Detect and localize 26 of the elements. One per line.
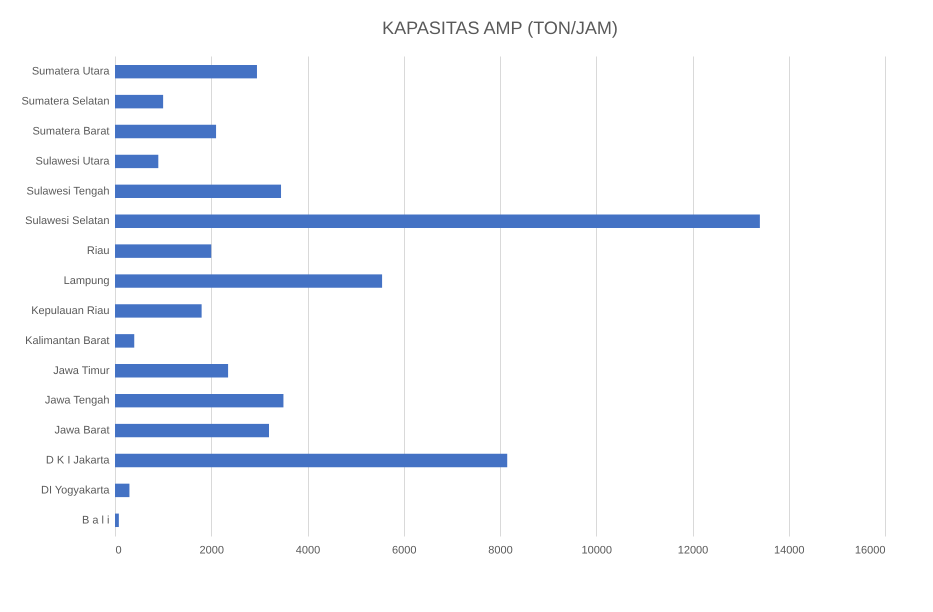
chart-title: KAPASITAS AMP (TON/JAM) (382, 18, 618, 38)
x-tick-label: 16000 (854, 544, 886, 556)
y-tick-label: Kalimantan Barat (25, 334, 110, 347)
x-tick-label: 8000 (488, 544, 513, 556)
y-tick-label: Jawa Tengah (44, 394, 110, 407)
x-tick-label: 2000 (200, 544, 224, 556)
x-tick-label: 12000 (678, 544, 708, 556)
y-tick-label: Sulawesi Tengah (26, 185, 110, 198)
x-tick-label: 6000 (392, 544, 416, 556)
x-tick-label: 0 (116, 544, 122, 556)
y-tick-label: Sumatera Selatan (21, 96, 110, 108)
y-tick-label: Sumatera Barat (32, 126, 110, 138)
x-tick-label: 14000 (774, 544, 805, 556)
y-tick-label: Kepulauan Riau (31, 304, 110, 317)
y-tick-label: Riau (86, 245, 110, 258)
y-tick-label: Lampung (64, 275, 110, 288)
x-tick-label: 4000 (296, 544, 320, 556)
y-tick-label: B a l i (82, 514, 110, 526)
y-tick-label: Sumatera Utara (32, 66, 110, 78)
y-tick-label: D K I Jakarta (46, 454, 110, 466)
x-tick-label: 10000 (581, 544, 612, 556)
y-tick-label: DI Yogyakarta (41, 484, 110, 496)
y-tick-label: Sulawesi Selatan (25, 215, 110, 228)
y-tick-label: Jawa Barat (54, 424, 110, 437)
y-tick-label: Jawa Timur (53, 364, 110, 377)
y-tick-label: Sulawesi Utara (36, 155, 110, 168)
